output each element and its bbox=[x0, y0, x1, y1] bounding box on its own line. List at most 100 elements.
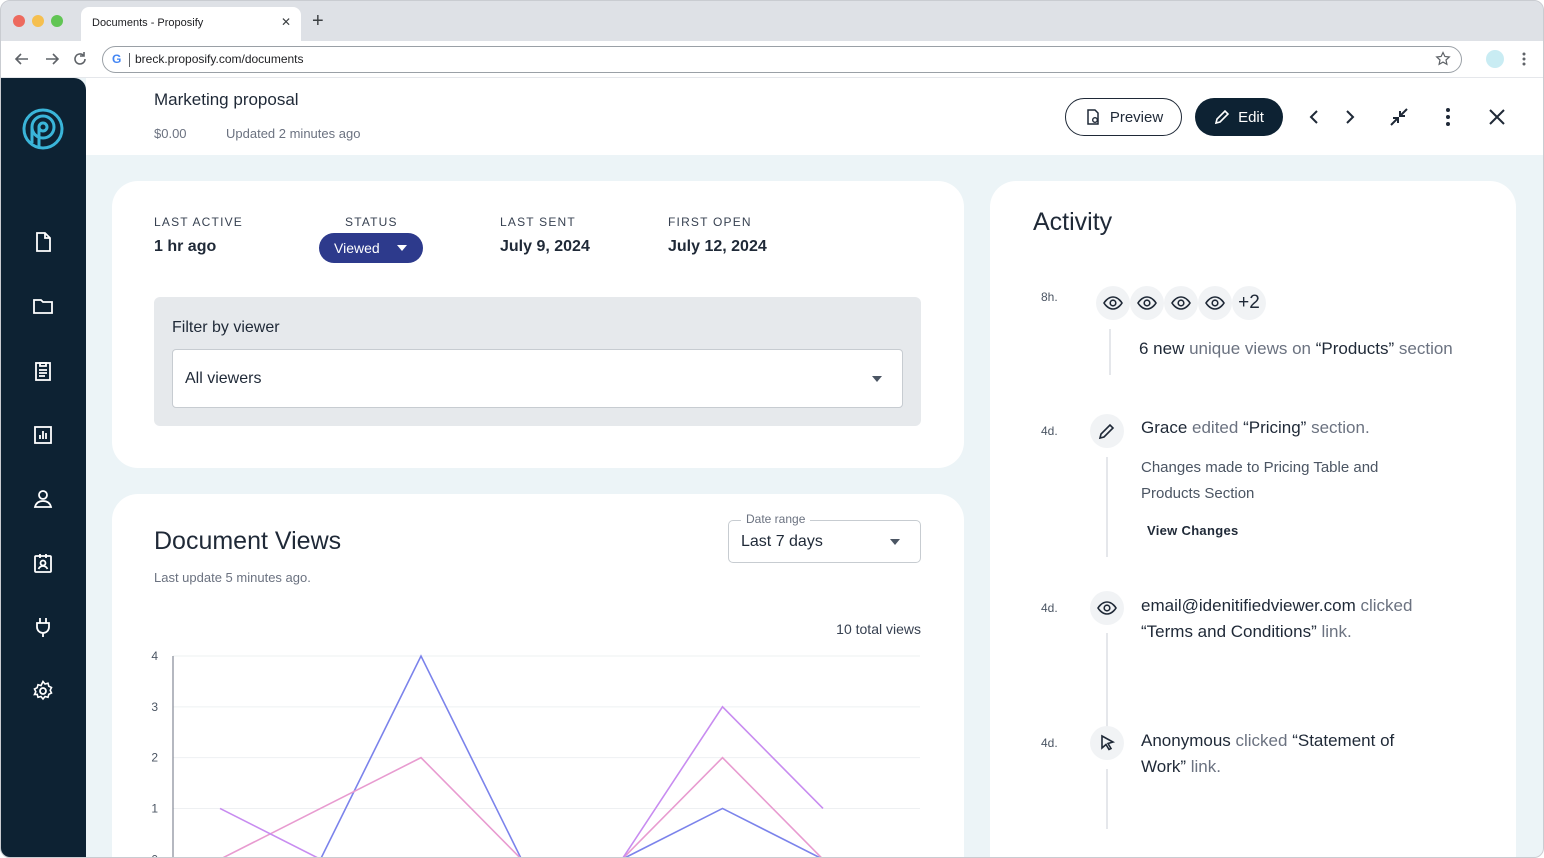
total-views: 10 total views bbox=[836, 621, 921, 637]
edit-button[interactable]: Edit bbox=[1195, 98, 1283, 136]
close-window-button[interactable] bbox=[13, 15, 25, 27]
activity-target: “Statement of bbox=[1292, 731, 1395, 750]
timeline-line bbox=[1106, 769, 1108, 829]
viewer-select[interactable]: All viewers bbox=[172, 349, 903, 408]
document-price: $0.00 bbox=[154, 126, 187, 141]
eye-icon bbox=[1090, 591, 1124, 625]
activity-suffix: link. bbox=[1186, 757, 1221, 776]
collapse-icon[interactable] bbox=[1388, 106, 1410, 128]
browser-menu-icon[interactable] bbox=[1517, 50, 1531, 68]
more-viewers-badge[interactable]: +2 bbox=[1232, 286, 1266, 320]
tab-close-icon[interactable]: ✕ bbox=[280, 15, 291, 29]
url-text: breck.proposify.com/documents bbox=[135, 52, 304, 66]
browser-tab[interactable]: Documents - Proposify ✕ bbox=[81, 7, 301, 41]
last-sent-value: July 9, 2024 bbox=[500, 238, 590, 255]
series-line bbox=[622, 705, 824, 857]
activity-suffix: link. bbox=[1316, 622, 1352, 641]
activity-detail: Changes made to Pricing Table and bbox=[1141, 459, 1379, 476]
profile-avatar[interactable] bbox=[1486, 50, 1504, 68]
plug-icon[interactable] bbox=[31, 615, 55, 639]
app-root: Marketing proposal $0.00 Updated 2 minut… bbox=[1, 78, 1543, 857]
clipboard-icon[interactable] bbox=[31, 359, 55, 383]
activity-suffix: section. bbox=[1306, 418, 1370, 437]
eye-icon bbox=[1198, 286, 1232, 320]
activity-time: 8h. bbox=[1041, 290, 1058, 304]
activity-card: Activity 8h. +2 6 new unique views on “P… bbox=[990, 181, 1516, 857]
reload-icon[interactable] bbox=[71, 50, 89, 68]
activity-verb: clicked bbox=[1355, 596, 1413, 615]
settings-icon[interactable] bbox=[31, 679, 55, 703]
y-tick-label: 2 bbox=[151, 751, 158, 765]
activity-verb: edited bbox=[1187, 418, 1244, 437]
activity-time: 4d. bbox=[1041, 736, 1058, 750]
first-open-label: FIRST OPEN bbox=[668, 215, 752, 229]
last-active-value: 1 hr ago bbox=[154, 238, 217, 255]
activity-time: 4d. bbox=[1041, 601, 1058, 615]
document-updated: Updated 2 minutes ago bbox=[226, 126, 361, 141]
activity-time: 4d. bbox=[1041, 424, 1058, 438]
view-changes-link[interactable]: View Changes bbox=[1147, 523, 1239, 538]
user-icon[interactable] bbox=[31, 487, 55, 511]
activity-actor: email@idenitifiedviewer.com bbox=[1141, 596, 1356, 615]
eye-icon bbox=[1164, 286, 1198, 320]
views-title: Document Views bbox=[154, 527, 342, 555]
series-line bbox=[219, 807, 318, 857]
address-bar[interactable]: G breck.proposify.com/documents bbox=[102, 46, 1462, 73]
preview-label: Preview bbox=[1109, 108, 1164, 126]
activity-target: “Products” bbox=[1315, 339, 1395, 358]
status-value: Viewed bbox=[334, 240, 380, 256]
y-tick-label: 1 bbox=[151, 801, 158, 815]
cursor-click-icon bbox=[1090, 726, 1124, 760]
preview-button[interactable]: Preview bbox=[1065, 98, 1182, 136]
document-header: Marketing proposal $0.00 Updated 2 minut… bbox=[86, 78, 1543, 155]
page-title: Marketing proposal bbox=[154, 90, 299, 109]
viewer-select-value: All viewers bbox=[185, 370, 262, 387]
edit-label: Edit bbox=[1238, 108, 1264, 126]
last-active-label: LAST ACTIVE bbox=[154, 215, 244, 229]
contact-card-icon[interactable] bbox=[31, 551, 55, 575]
preview-document-icon bbox=[1087, 109, 1099, 125]
forward-icon[interactable] bbox=[43, 50, 61, 68]
chevron-left-icon[interactable] bbox=[1303, 106, 1325, 128]
activity-actor: Anonymous bbox=[1141, 731, 1231, 750]
views-line-chart: 0 1 2 3 4 bbox=[151, 649, 920, 857]
chart-icon[interactable] bbox=[31, 423, 55, 447]
activity-text: Grace edited “Pricing” section. bbox=[1141, 415, 1501, 441]
new-tab-button[interactable]: + bbox=[312, 10, 324, 32]
date-range-select[interactable]: Date range Last 7 days bbox=[728, 512, 921, 563]
maximize-window-button[interactable] bbox=[51, 15, 63, 27]
series-line bbox=[222, 756, 822, 857]
browser-toolbar: G breck.proposify.com/documents bbox=[1, 41, 1543, 78]
back-icon[interactable] bbox=[13, 50, 31, 68]
activity-text: email@idenitifiedviewer.com clicked “Term… bbox=[1141, 593, 1501, 645]
status-dropdown[interactable]: Viewed bbox=[319, 233, 423, 263]
eye-icon bbox=[1096, 286, 1130, 320]
close-icon[interactable] bbox=[1486, 106, 1508, 128]
y-tick-label: 4 bbox=[151, 649, 158, 663]
proposify-logo-icon[interactable] bbox=[22, 108, 64, 150]
document-views-card: Document Views Last update 5 minutes ago… bbox=[112, 494, 964, 857]
activity-text: 6 new unique views on “Products” section bbox=[1139, 336, 1499, 362]
folder-icon[interactable] bbox=[31, 294, 55, 318]
activity-verb: unique views on bbox=[1184, 339, 1316, 358]
more-options-icon[interactable] bbox=[1437, 106, 1459, 128]
activity-actor: Grace bbox=[1141, 418, 1188, 437]
first-open-value: July 12, 2024 bbox=[668, 238, 767, 255]
last-sent-label: LAST SENT bbox=[500, 215, 576, 229]
activity-verb: clicked bbox=[1230, 731, 1293, 750]
chevron-down-icon bbox=[890, 539, 900, 545]
document-icon[interactable] bbox=[31, 230, 55, 254]
activity-title: Activity bbox=[1033, 208, 1113, 236]
activity-actor: 6 new bbox=[1139, 339, 1185, 358]
chevron-right-icon[interactable] bbox=[1339, 106, 1361, 128]
timeline-line bbox=[1109, 329, 1111, 375]
pencil-icon bbox=[1090, 414, 1124, 448]
tab-title: Documents - Proposify bbox=[92, 17, 204, 29]
address-separator bbox=[129, 53, 130, 67]
filter-label: Filter by viewer bbox=[172, 319, 280, 336]
y-tick-label: 3 bbox=[151, 700, 158, 714]
timeline-line bbox=[1106, 457, 1108, 557]
bookmark-star-icon[interactable] bbox=[1435, 51, 1451, 67]
minimize-window-button[interactable] bbox=[32, 15, 44, 27]
tab-strip: Documents - Proposify ✕ + bbox=[1, 1, 1543, 41]
